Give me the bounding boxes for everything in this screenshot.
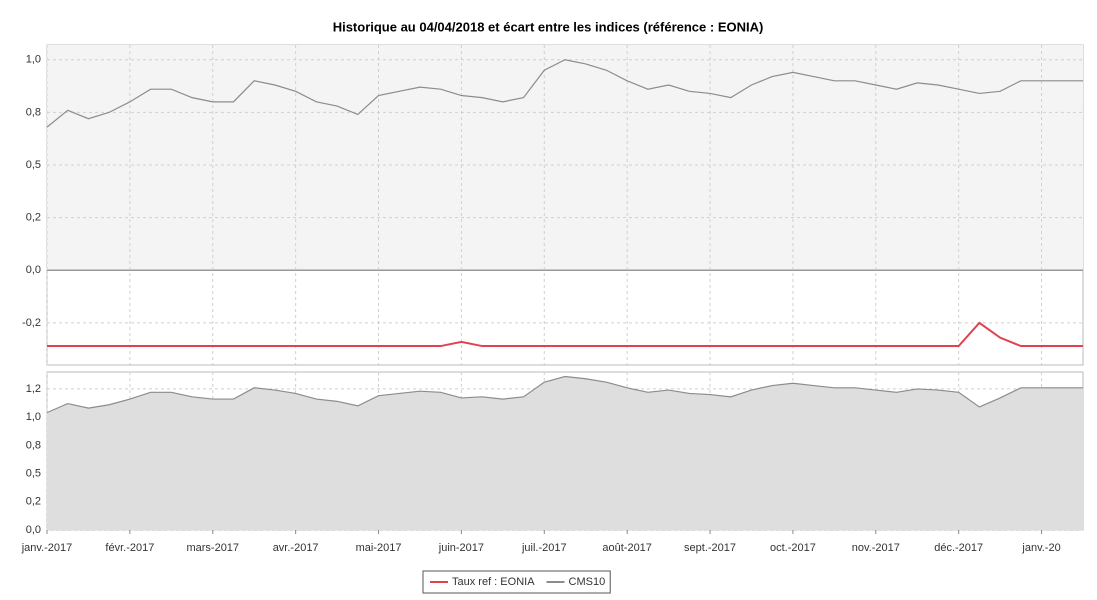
x-tick-label: janv.-2017	[21, 542, 73, 554]
area-line	[46, 375, 1083, 414]
x-tick-label: sept.-2017	[684, 542, 736, 554]
line	[47, 321, 1083, 348]
x-tick-label: févr.-2017	[105, 542, 154, 554]
x-tick-label: juil.-2017	[521, 542, 567, 554]
y-tick-label: 1,2	[26, 383, 41, 395]
legend-label: CMS10	[569, 576, 606, 588]
x-tick-label: juin-2017	[438, 542, 484, 554]
y-tick-label: 1,0	[26, 411, 41, 423]
x-tick-label: janv.-20	[1021, 542, 1060, 554]
y-tick-label: 0,8	[26, 106, 41, 118]
area	[47, 376, 1083, 530]
line	[46, 59, 1083, 128]
y-tick-label: -0,2	[22, 317, 41, 329]
y-tick-label: 0,2	[26, 212, 41, 224]
x-tick-label: oct.-2017	[770, 542, 816, 554]
x-tick-label: avr.-2017	[273, 542, 319, 554]
y-tick-label: 0,5	[26, 467, 41, 479]
y-tick-label: 0,5	[26, 159, 41, 171]
y-tick-label: 0,0	[26, 264, 41, 276]
x-tick-label: déc.-2017	[934, 542, 983, 554]
x-tick-label: mai-2017	[356, 542, 402, 554]
y-tick-label: 0,8	[26, 439, 41, 451]
x-tick-label: nov.-2017	[852, 542, 900, 554]
y-tick-label: 0,2	[26, 496, 41, 508]
y-tick-label: 0,0	[26, 524, 41, 536]
legend: Taux ref : EONIA CMS10	[422, 570, 611, 594]
legend-box	[422, 570, 611, 594]
y-tick-label: 1,0	[26, 54, 41, 66]
positive-region	[47, 45, 1083, 271]
legend-label: Taux ref : EONIA	[452, 576, 535, 588]
x-tick-label: août-2017	[602, 542, 652, 554]
chart-title: Historique au 04/04/2018 et écart entre …	[333, 19, 764, 34]
x-tick-label: mars-2017	[186, 542, 239, 554]
